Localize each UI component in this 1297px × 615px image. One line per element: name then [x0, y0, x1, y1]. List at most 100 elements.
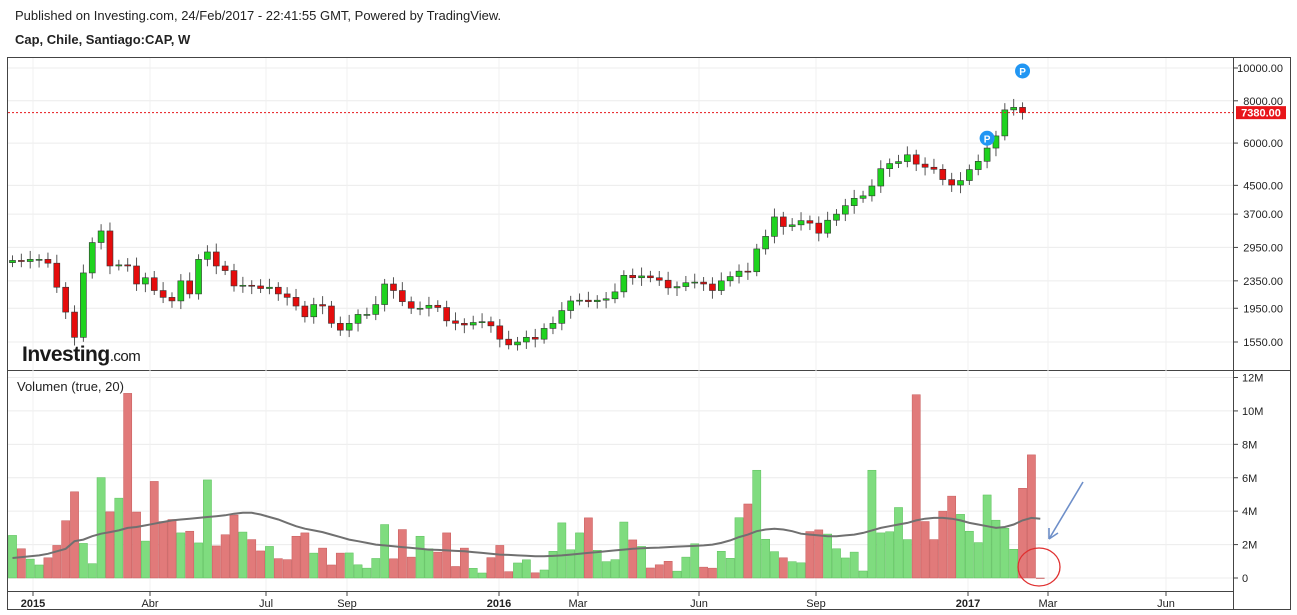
volume-bar: [451, 566, 460, 579]
price-tick-label: 3700.00: [1243, 209, 1283, 221]
candle: [1019, 102, 1026, 120]
volume-bar: [229, 514, 239, 579]
time-tick-label: Sep: [806, 598, 826, 610]
candle: [611, 283, 619, 304]
volume-bar: [778, 557, 788, 579]
candle: [540, 323, 548, 344]
candle: [655, 270, 663, 286]
candle: [88, 237, 96, 279]
candle: [159, 282, 167, 304]
volume-bar: [424, 548, 434, 579]
published-notice: Published on Investing.com, 24/Feb/2017 …: [15, 8, 502, 23]
volume-bar: [415, 535, 425, 579]
volume-bar: [282, 559, 292, 579]
volume-bar: [1027, 454, 1036, 579]
candle: [788, 218, 796, 232]
candle: [168, 292, 176, 308]
candle: [762, 229, 769, 255]
volume-bar: [477, 572, 487, 579]
annotation-arrow: [1048, 481, 1084, 540]
volume-bar: [344, 552, 354, 579]
volume-bar: [389, 558, 398, 579]
volume-bar: [637, 546, 646, 579]
event-marker[interactable]: P: [1015, 63, 1031, 79]
candle: [921, 157, 929, 176]
candle: [337, 316, 344, 336]
candle: [434, 300, 442, 312]
volume-bar: [34, 564, 44, 579]
volume-bar: [25, 558, 35, 579]
candle: [372, 296, 380, 321]
price-tick-label: 1550.00: [1243, 337, 1283, 349]
candle: [416, 301, 424, 316]
volume-bar: [335, 552, 345, 579]
time-tick-label: Jun: [690, 598, 708, 610]
volume-bar: [725, 558, 735, 579]
volume-bar: [734, 517, 744, 579]
time-tick-label: Abr: [141, 598, 158, 610]
chart-frame: [7, 57, 1291, 610]
candle: [115, 259, 123, 271]
candle: [957, 172, 964, 194]
price-tick-label: 10000.00: [1237, 63, 1283, 75]
candle: [771, 208, 778, 244]
time-tick-label: Mar: [1039, 598, 1058, 610]
candle: [71, 305, 78, 346]
volume-bar: [646, 567, 655, 579]
candle: [717, 272, 725, 296]
price-tick-label: 2350.00: [1243, 276, 1283, 288]
candle: [744, 262, 752, 280]
candle: [257, 279, 264, 294]
candle: [399, 282, 406, 307]
candle: [877, 160, 885, 193]
candle: [212, 243, 220, 275]
volume-tick-label: 12M: [1242, 373, 1263, 385]
volume-axis: 0 2M 4M 6M 8M 10M 12M: [1233, 373, 1263, 585]
candle: [461, 318, 468, 334]
candle: [80, 264, 87, 342]
candle: [939, 164, 947, 186]
candle: [842, 198, 849, 222]
candle: [62, 282, 69, 319]
volume-tick-label: 8M: [1242, 439, 1257, 451]
candle: [638, 267, 645, 286]
volume-bar: [654, 564, 664, 579]
annotation-circle: [1017, 547, 1061, 587]
volume-bar: [1009, 549, 1019, 579]
volume-bar: [548, 551, 558, 579]
price-axis: 1550.00 1950.00 2350.00 2950.00 3700.00 4500.…: [1233, 63, 1283, 349]
volume-bar: [592, 550, 602, 579]
volume-bar: [752, 469, 762, 579]
candle: [319, 296, 326, 315]
candle: [248, 280, 256, 295]
candle: [478, 313, 486, 329]
candle: [735, 264, 743, 284]
volume-bar: [743, 503, 753, 579]
volume-bar: [903, 539, 912, 579]
volume-bar: [105, 511, 115, 579]
candle: [992, 130, 1000, 157]
candle: [124, 258, 131, 272]
candle: [97, 224, 105, 250]
candle: [948, 172, 955, 192]
volume-bar: [87, 563, 97, 579]
candle: [186, 272, 193, 299]
volume-bar: [920, 521, 930, 579]
event-marker[interactable]: P: [979, 130, 995, 146]
volume-bar: [805, 531, 815, 579]
volume-bar: [273, 558, 283, 579]
volume-bar: [849, 551, 859, 579]
volume-bar: [610, 559, 620, 579]
candle: [301, 300, 309, 323]
volume-bar: [885, 531, 894, 579]
volume-bar: [433, 551, 443, 579]
candle: [9, 255, 16, 268]
volume-bar: [840, 557, 850, 579]
volume-bar: [1018, 488, 1027, 579]
candle: [700, 277, 707, 291]
candle: [1001, 103, 1009, 141]
volume-bar: [1000, 527, 1010, 579]
volume-tick-label: 0: [1242, 573, 1248, 585]
volume-bar: [938, 510, 948, 579]
